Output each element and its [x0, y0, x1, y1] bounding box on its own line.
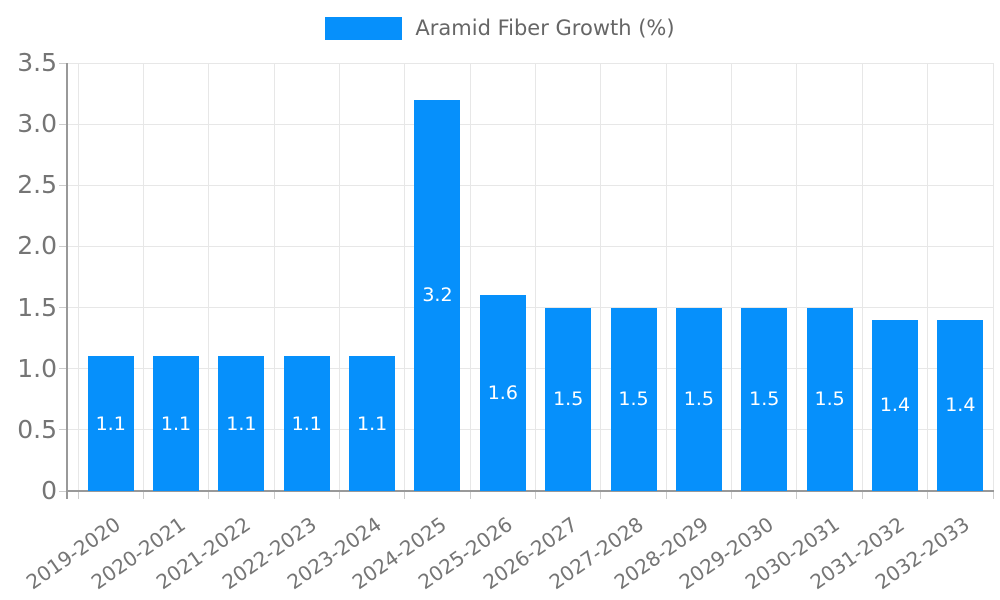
- x-axis-tick: [665, 491, 667, 499]
- bar-2032-2033[interactable]: 1.4: [937, 319, 984, 491]
- y-axis-tick-label: 0.5: [17, 414, 57, 444]
- bar-value-label: 1.5: [749, 388, 780, 411]
- x-gridline: [992, 63, 994, 491]
- x-gridline: [796, 63, 798, 491]
- y-gridline: [67, 123, 993, 125]
- bar-2023-2024[interactable]: 1.1: [349, 356, 396, 491]
- bar-2020-2021[interactable]: 1.1: [153, 356, 200, 491]
- bar-value-label: 1.1: [160, 412, 192, 435]
- x-axis-tick: [927, 491, 929, 499]
- bar-value-label: 1.6: [487, 382, 518, 405]
- x-axis-tick: [992, 491, 994, 499]
- y-axis-tick-label: 1.5: [17, 292, 57, 322]
- y-axis-tick: [59, 245, 67, 247]
- bar-value-label: 1.4: [945, 394, 976, 417]
- y-gridline: [67, 62, 993, 64]
- y-axis-tick: [59, 307, 67, 309]
- x-gridline: [273, 63, 275, 491]
- y-axis-tick-label: 0: [41, 476, 57, 505]
- y-gridline: [67, 184, 993, 186]
- x-axis-tick: [338, 491, 340, 499]
- bar-value-label: 1.1: [291, 412, 322, 435]
- bar-2030-2031[interactable]: 1.5: [806, 307, 853, 491]
- x-axis-tick: [404, 491, 406, 499]
- bar-value-label: 1.1: [95, 412, 126, 435]
- y-axis-tick: [59, 490, 67, 492]
- x-gridline: [208, 63, 210, 491]
- x-axis-tick: [731, 491, 733, 499]
- bar-value-label: 1.5: [553, 388, 584, 411]
- y-axis-tick: [59, 429, 67, 431]
- bar-2025-2026[interactable]: 1.6: [479, 295, 526, 491]
- bar-value-label: 3.2: [422, 284, 453, 307]
- x-gridline: [861, 63, 863, 491]
- y-axis-tick: [59, 62, 67, 64]
- x-axis-tick: [273, 491, 275, 499]
- x-axis-tick: [535, 491, 536, 499]
- x-axis-tick: [469, 491, 471, 499]
- bar-value-label: 1.1: [226, 412, 257, 435]
- x-axis-tick: [77, 491, 79, 499]
- x-axis-tick: [600, 491, 602, 499]
- legend-label: Aramid Fiber Growth (%): [415, 16, 675, 40]
- x-gridline: [469, 63, 471, 491]
- x-gridline: [600, 63, 602, 491]
- x-axis-tick: [142, 491, 144, 499]
- x-gridline: [338, 63, 340, 491]
- y-axis-line: [66, 63, 68, 499]
- bar-value-label: 1.1: [356, 412, 388, 435]
- bar-2027-2028[interactable]: 1.5: [610, 307, 657, 491]
- x-gridline: [731, 63, 733, 491]
- y-gridline: [67, 368, 993, 370]
- bar-2026-2027[interactable]: 1.5: [545, 307, 592, 491]
- bar-value-label: 1.5: [683, 388, 714, 411]
- bar-2024-2025[interactable]: 3.2: [414, 99, 461, 491]
- x-gridline: [665, 63, 667, 491]
- bar-value-label: 1.4: [879, 394, 911, 417]
- x-axis-line: [66, 490, 994, 492]
- x-gridline: [404, 63, 406, 491]
- bar-2022-2023[interactable]: 1.1: [283, 356, 330, 491]
- bar-value-label: 1.5: [618, 388, 649, 411]
- bar-2028-2029[interactable]: 1.5: [675, 307, 722, 491]
- x-gridline: [77, 63, 79, 491]
- y-axis-tick: [59, 184, 67, 186]
- bar-value-label: 1.5: [814, 388, 845, 411]
- y-axis-tick: [59, 123, 67, 125]
- x-gridline: [142, 63, 144, 491]
- y-gridline: [67, 245, 993, 247]
- legend[interactable]: Aramid Fiber Growth (%): [0, 16, 1000, 40]
- y-gridline: [67, 429, 993, 431]
- x-axis-tick: [208, 491, 210, 499]
- y-gridline: [67, 307, 993, 309]
- x-axis-tick: [796, 491, 798, 499]
- x-axis-tick: [861, 491, 863, 499]
- x-gridline: [927, 63, 929, 491]
- x-gridline: [535, 63, 536, 491]
- bar-2021-2022[interactable]: 1.1: [218, 356, 265, 491]
- y-axis-tick-label: 3.0: [17, 109, 57, 139]
- bar-2019-2020[interactable]: 1.1: [87, 356, 134, 491]
- y-axis-tick-label: 3.5: [17, 48, 57, 77]
- y-axis-tick-label: 1.0: [17, 353, 57, 383]
- y-axis-tick-label: 2.0: [17, 231, 57, 261]
- y-axis-tick: [59, 368, 67, 370]
- bar-2029-2030[interactable]: 1.5: [741, 307, 788, 491]
- bar-2031-2032[interactable]: 1.4: [871, 319, 918, 491]
- y-axis-tick-label: 2.5: [17, 170, 57, 200]
- legend-swatch-icon: [325, 16, 403, 40]
